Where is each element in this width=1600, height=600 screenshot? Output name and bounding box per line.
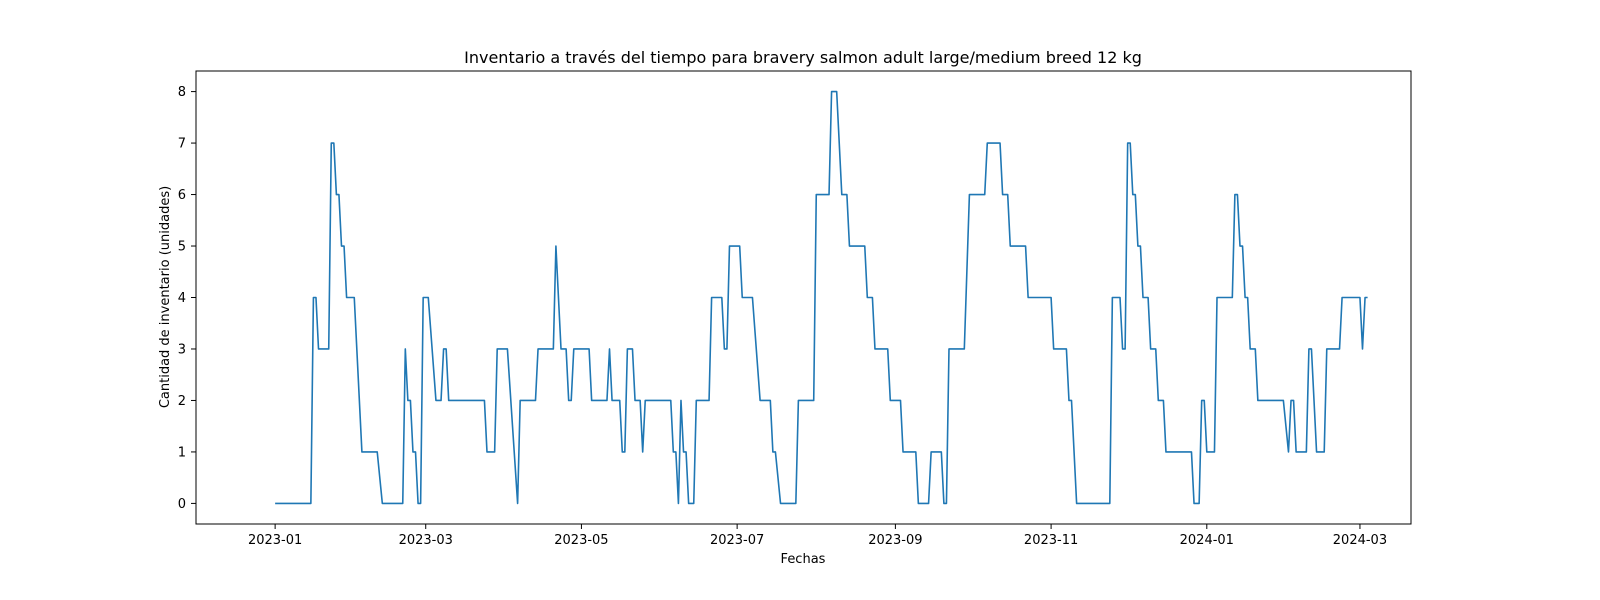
x-axis-ticks: 2023-01 2023-03 2023-05 2023-07 2023-09 2023-… [248,524,1387,548]
x-tick-label: 2024-03 [1333,533,1387,548]
y-tick-label: 1 [178,445,186,460]
y-tick-label: 3 [178,342,186,357]
x-axis-label: Fechas [781,552,826,567]
x-tick-label: 2023-01 [248,533,302,548]
x-tick-label: 2023-07 [710,533,764,548]
y-tick-label: 6 [178,188,186,203]
y-axis-ticks: 0 1 2 3 4 5 6 7 8 [178,85,196,512]
x-tick-label: 2023-09 [868,533,922,548]
y-tick-label: 5 [178,240,186,255]
x-tick-label: 2024-01 [1180,533,1234,548]
y-tick-label: 2 [178,394,186,409]
plot-area [195,70,1412,525]
y-tick-label: 4 [178,291,186,306]
x-tick-label: 2023-03 [399,533,453,548]
x-tick-label: 2023-05 [554,533,608,548]
series-line [275,90,1368,505]
y-axis-label: Cantidad de inventario (unidades) [158,186,173,408]
y-tick-label: 7 [178,137,186,152]
x-tick-label: 2023-11 [1024,533,1078,548]
chart-title: Inventario a través del tiempo para brav… [464,48,1142,67]
y-tick-label: 0 [178,497,186,512]
y-tick-label: 8 [178,85,186,100]
